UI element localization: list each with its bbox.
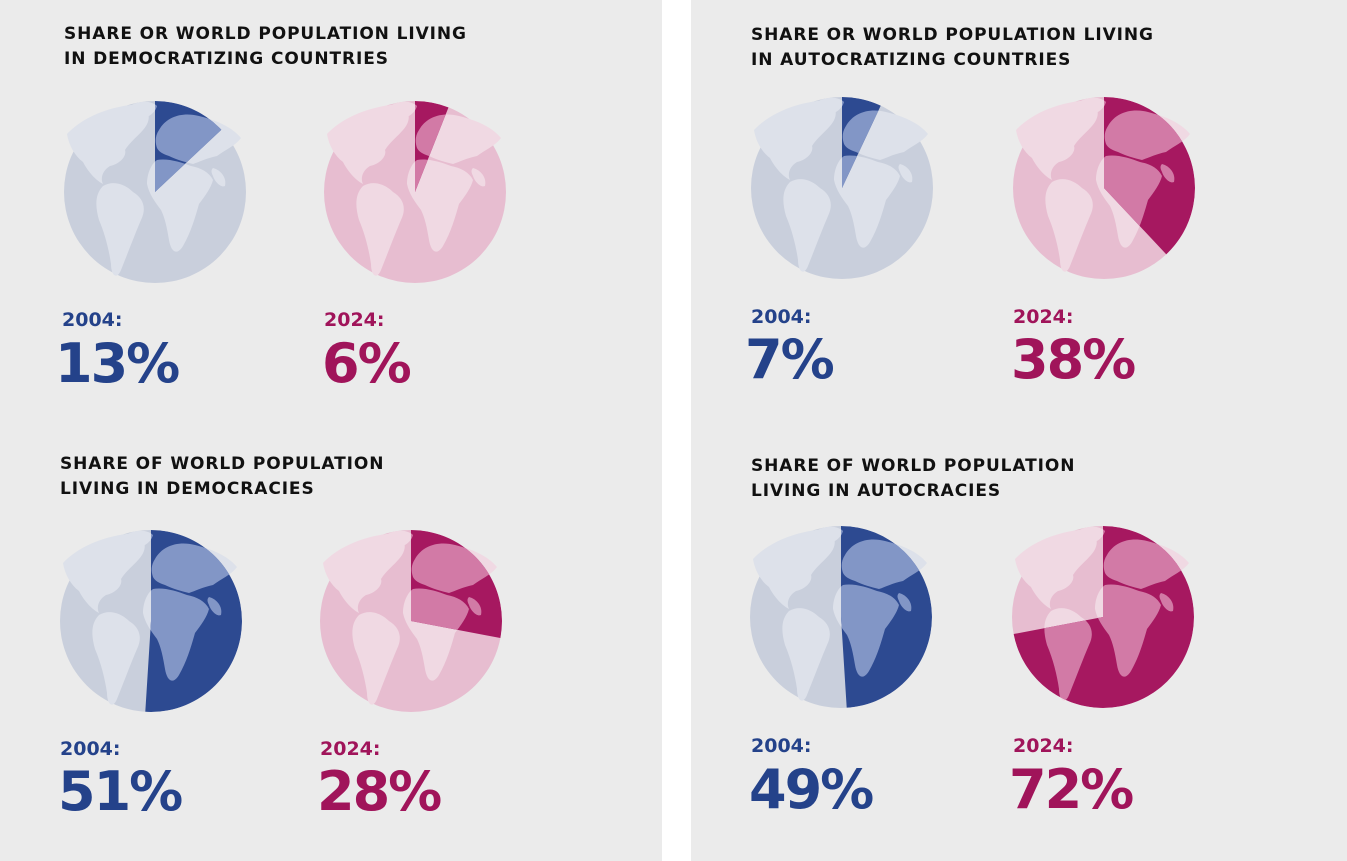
chart-title-democratizing: SHARE OR WORLD POPULATION LIVING IN DEMO…: [64, 22, 484, 72]
pie-slice: [145, 530, 242, 712]
globe-pie-autocracies-2024: [1012, 526, 1194, 708]
chart-title-line: SHARE OF WORLD POPULATION: [60, 454, 385, 474]
chart-title-line: SHARE OR WORLD POPULATION LIVING: [64, 24, 467, 44]
globe-pie-autocratizing-2004: [751, 97, 933, 279]
chart-title-autocratizing: SHARE OR WORLD POPULATION LIVING IN AUTO…: [751, 23, 1171, 73]
year-label-2024: 2024:: [320, 738, 381, 760]
year-label-2004: 2004:: [62, 309, 123, 331]
chart-title-line: SHARE OF WORLD POPULATION: [751, 456, 1076, 476]
globe-pie-democratizing-2004: [64, 101, 246, 283]
pie-slice: [411, 530, 502, 639]
chart-title-line: LIVING IN DEMOCRACIES: [60, 479, 315, 499]
chart-title-line: IN AUTOCRATIZING COUNTRIES: [751, 50, 1072, 70]
pie-slice: [1104, 97, 1195, 255]
value-label-2024: 6%: [322, 332, 412, 395]
value-label-2024: 38%: [1011, 328, 1136, 391]
globe-pie-autocracies-2004: [750, 526, 932, 708]
value-label-2004: 7%: [745, 328, 835, 391]
year-label-2024: 2024:: [1013, 306, 1074, 328]
chart-title-line: IN DEMOCRATIZING COUNTRIES: [64, 49, 389, 69]
pie-slice: [841, 526, 932, 708]
year-label-2004: 2004:: [751, 306, 812, 328]
value-label-2024: 28%: [317, 760, 442, 823]
year-label-2024: 2024:: [324, 309, 385, 331]
globe-pie-democracies-2004: [60, 530, 242, 712]
chart-title-democracies: SHARE OF WORLD POPULATION LIVING IN DEMO…: [60, 452, 480, 502]
value-label-2024: 72%: [1009, 758, 1134, 821]
globe-pie-democratizing-2024: [324, 101, 506, 283]
year-label-2004: 2004:: [751, 735, 812, 757]
chart-title-line: SHARE OR WORLD POPULATION LIVING: [751, 25, 1154, 45]
value-label-2004: 49%: [749, 758, 874, 821]
chart-title-line: LIVING IN AUTOCRACIES: [751, 481, 1001, 501]
value-label-2004: 13%: [55, 332, 180, 395]
globe-pie-autocratizing-2024: [1013, 97, 1195, 279]
year-label-2004: 2004:: [60, 738, 121, 760]
year-label-2024: 2024:: [1013, 735, 1074, 757]
pie-slice: [155, 101, 222, 192]
globe-pie-democracies-2024: [320, 530, 502, 712]
value-label-2004: 51%: [58, 760, 183, 823]
chart-title-autocracies: SHARE OF WORLD POPULATION LIVING IN AUTO…: [751, 454, 1171, 504]
